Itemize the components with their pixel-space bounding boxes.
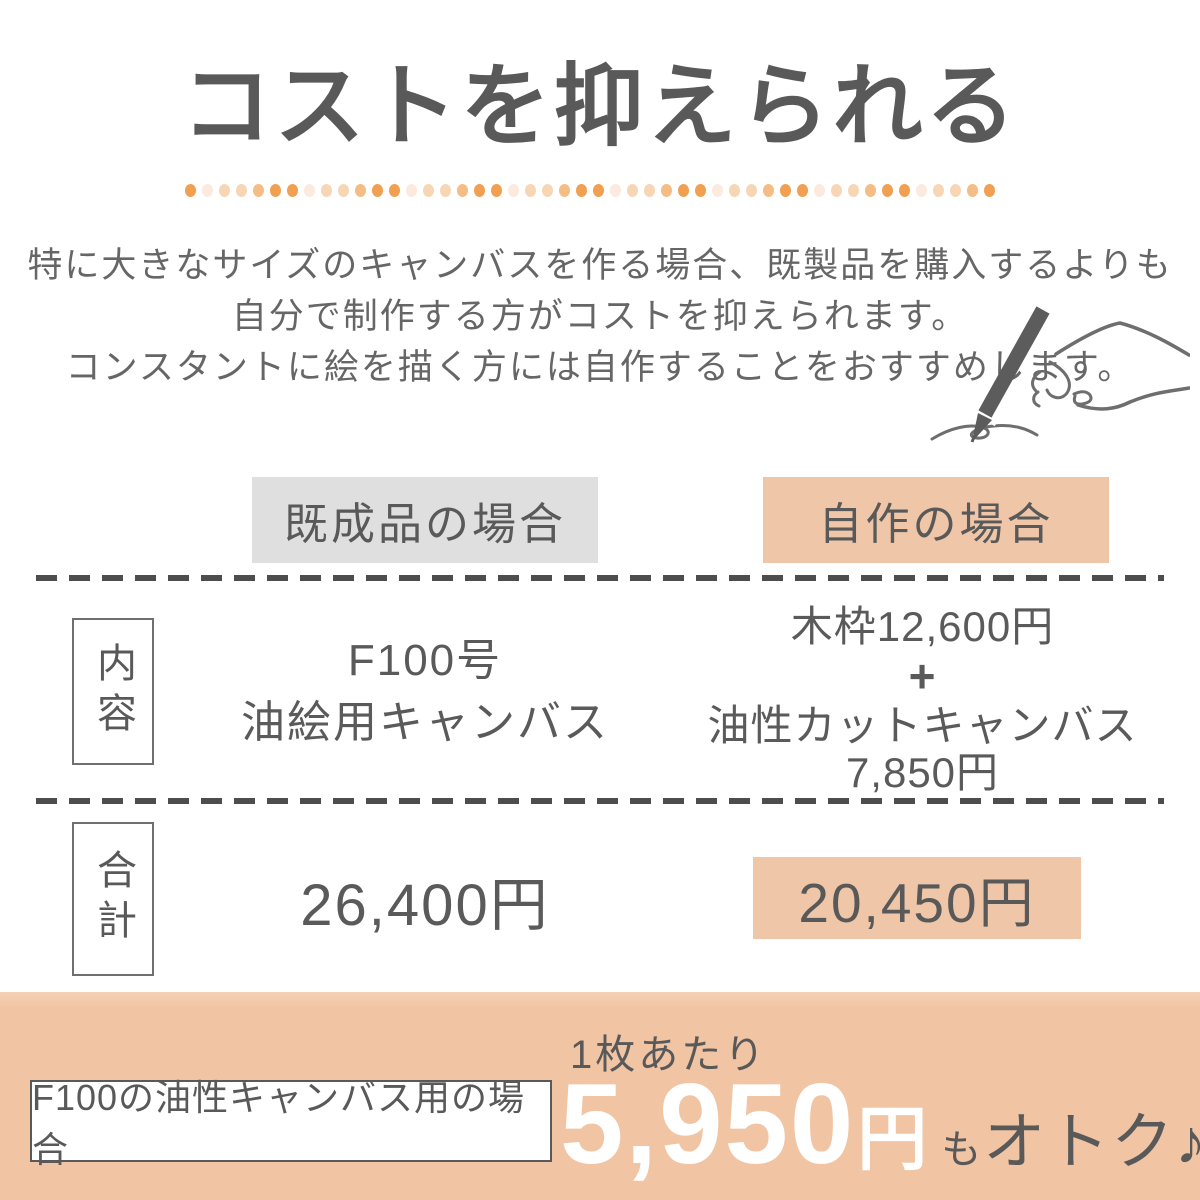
divider-dot: [848, 184, 859, 197]
divider-dot: [457, 184, 468, 197]
divider-dot: [253, 184, 264, 197]
divider-dot: [865, 184, 876, 197]
savings-amount: 5,950: [560, 1061, 856, 1188]
hand-writing-illustration: [930, 306, 1190, 443]
divider-dot: [338, 184, 349, 197]
divider-dot: [576, 184, 587, 197]
self-made-contents-cell: 木枠12,600円 + 油性カットキャンバス 7,850円: [680, 600, 1165, 798]
self-made-total-box: 20,450円: [753, 857, 1081, 939]
divider-dot: [542, 184, 553, 197]
savings-suffix: オトク♪: [983, 1108, 1200, 1177]
divider-dot: [967, 184, 978, 197]
divider-dot: [661, 184, 672, 197]
divider-dot: [236, 184, 247, 197]
self-made-item2: 油性カットキャンバス: [707, 701, 1138, 749]
self-made-total: 20,450円: [798, 872, 1036, 934]
divider-dot: [797, 184, 808, 197]
divider-dot: [780, 184, 791, 197]
dotted-divider: [185, 184, 1025, 197]
divider-dot: [695, 184, 706, 197]
divider-dot: [185, 184, 196, 197]
page-title: コストを抑えられる: [181, 57, 1019, 157]
savings-amount-line: 5,950 円 も オトク♪: [560, 1061, 1200, 1188]
divider-dot: [559, 184, 570, 197]
divider-dot: [950, 184, 961, 197]
divider-dot: [644, 184, 655, 197]
divider-dot: [933, 184, 944, 197]
divider-dot: [491, 184, 502, 197]
divider-dot: [474, 184, 485, 197]
divider-dot: [763, 184, 774, 197]
ready-made-item-line1: F100号: [347, 636, 503, 685]
savings-suffix-small: も: [941, 1128, 982, 1172]
divider-dot: [916, 184, 927, 197]
divider-dot: [372, 184, 383, 197]
divider-dot: [440, 184, 451, 197]
case-label: F100の油性キャンバス用の場合: [32, 1077, 526, 1170]
row-label-contents: 内容: [72, 618, 154, 765]
ready-made-total: 26,400円: [300, 873, 550, 938]
savings-banner: F100の油性キャンバス用の場合 1枚あたり 5,950 円 も オトク♪: [0, 992, 1200, 1200]
divider-dot: [423, 184, 434, 197]
row-label-total: 合計: [72, 822, 154, 976]
intro-line-1: 特に大きなサイズのキャンバスを作る場合、既製品を購入するよりも: [27, 246, 1173, 285]
divider-dot: [814, 184, 825, 197]
divider-dot: [627, 184, 638, 197]
intro-line-2: 自分で制作する方がコストを抑えられます。: [231, 297, 969, 336]
divider-dot: [678, 184, 689, 197]
ready-made-item-line2: 油絵用キャンバス: [241, 698, 609, 747]
per-unit-label: 1枚あたり: [570, 1033, 768, 1077]
divider-dot: [899, 184, 910, 197]
pencil-icon: [978, 306, 1050, 418]
divider-dot: [202, 184, 213, 197]
divider-dot: [729, 184, 740, 197]
divider-dot: [389, 184, 400, 197]
divider-dot: [831, 184, 842, 197]
divider-dot: [746, 184, 757, 197]
divider-dot: [593, 184, 604, 197]
dashed-divider-top: [36, 575, 1164, 581]
divider-dot: [984, 184, 995, 197]
pencil-tip: [972, 413, 992, 442]
divider-dot: [219, 184, 230, 197]
column-header-ready-made: 既成品の場合: [252, 477, 598, 563]
divider-dot: [525, 184, 536, 197]
squiggle-line: [930, 424, 1039, 441]
savings-unit: 円: [857, 1100, 928, 1178]
divider-dot: [270, 184, 281, 197]
divider-dot: [406, 184, 417, 197]
hand-outline: [1054, 321, 1190, 357]
self-made-item1: 木枠12,600円: [790, 602, 1055, 650]
self-made-item2-price: 7,850円: [845, 748, 1000, 796]
divider-dot: [610, 184, 621, 197]
intro-paragraph: 特に大きなサイズのキャンバスを作る場合、既製品を購入するよりも 自分で制作する方…: [0, 240, 1200, 393]
ready-made-contents-cell: F100号 油絵用キャンバス: [160, 612, 690, 772]
divider-dot: [712, 184, 723, 197]
divider-dot: [508, 184, 519, 197]
divider-dot: [304, 184, 315, 197]
divider-dot: [321, 184, 332, 197]
intro-line-3: コンスタントに絵を描く方には自作することをおすすめします。: [65, 348, 1135, 387]
column-header-self-made: 自作の場合: [763, 477, 1109, 563]
dashed-divider-bottom: [36, 798, 1164, 804]
plus-sign: +: [908, 649, 937, 702]
divider-dot: [287, 184, 298, 197]
divider-dot: [355, 184, 366, 197]
case-label-box: F100の油性キャンバス用の場合: [30, 1077, 552, 1170]
divider-dot: [882, 184, 893, 197]
